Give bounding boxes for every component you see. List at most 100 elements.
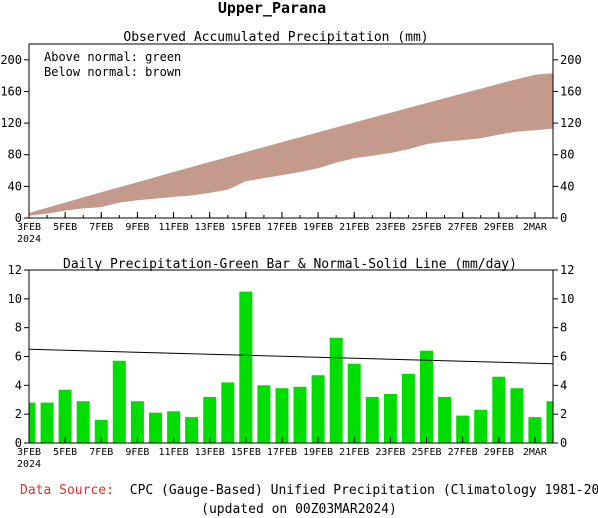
legend-note-below: Below normal: brown — [44, 65, 181, 79]
daily-bar — [76, 401, 90, 443]
x-tick-label: 7FEB — [89, 222, 113, 233]
daily-bar — [239, 291, 253, 443]
daily-bars-layer — [29, 291, 553, 443]
normal-precip-line — [28, 348, 554, 365]
daily-bar — [347, 363, 361, 443]
y-tick-label-left: 160 — [0, 84, 22, 98]
y-tick-label-right: 160 — [560, 84, 582, 98]
x-tick-label: 2MAR — [523, 447, 548, 458]
y-tick-label-left: 200 — [0, 53, 22, 67]
y-tick-label-left: 80 — [8, 148, 22, 162]
accumulated-axes: 0 0 40 40 80 80 120 120 160 160 200 200 3FEB 5FEB 7FEB… — [0, 53, 581, 245]
x-tick-label: 21FEB — [339, 222, 369, 233]
x-tick-label: 13FEB — [195, 222, 225, 233]
x-tick-label: 9FEB — [125, 447, 149, 458]
data-source-text: CPC (Gauge-Based) Unified Precipitation … — [130, 483, 598, 498]
y-tick-label-right: 12 — [560, 263, 574, 277]
x-tick-year: 2024 — [17, 459, 41, 470]
daily-plot-frame — [28, 269, 554, 444]
daily-bar — [40, 402, 54, 443]
y-tick-label-right: 4 — [560, 378, 567, 392]
daily-bar — [94, 419, 108, 443]
deficit-band — [29, 73, 553, 216]
y-tick-label-right: 80 — [560, 148, 574, 162]
x-tick-label: 19FEB — [303, 447, 333, 458]
x-tick-label: 27FEB — [448, 447, 478, 458]
x-tick-label: 15FEB — [231, 447, 261, 458]
daily-bar — [492, 376, 506, 443]
x-tick-label: 3FEB — [17, 447, 41, 458]
accumulated-plot-frame — [28, 43, 554, 219]
x-tick-label: 25FEB — [411, 447, 441, 458]
x-tick-label: 19FEB — [303, 222, 333, 233]
x-tick-label: 15FEB — [231, 222, 261, 233]
main-title: Upper_Parana — [218, 0, 326, 17]
x-tick-label: 11FEB — [158, 222, 188, 233]
x-tick-label: 25FEB — [411, 222, 441, 233]
normal-line-layer — [28, 348, 554, 365]
x-tick-label: 13FEB — [195, 447, 225, 458]
daily-chart-title: Daily Precipitation-Green Bar & Normal-S… — [63, 257, 517, 272]
daily-bar — [130, 401, 144, 443]
accumulated-band-layer — [29, 73, 553, 216]
y-tick-label-right: 10 — [560, 292, 574, 306]
y-tick-label-left: 6 — [15, 350, 22, 364]
x-tick-year: 2024 — [17, 234, 41, 245]
x-tick-label: 2MAR — [523, 222, 548, 233]
y-tick-label-left: 8 — [15, 321, 22, 335]
daily-precipitation-chart: Daily Precipitation-Green Bar & Normal-S… — [8, 257, 575, 470]
daily-bar — [203, 396, 217, 443]
accumulated-precipitation-chart: Observed Accumulated Precipitation (mm) … — [0, 30, 581, 245]
y-tick-label-right: 8 — [560, 321, 567, 335]
daily-bar — [311, 375, 325, 443]
y-tick-label-left: 40 — [8, 179, 22, 193]
x-tick-label: 27FEB — [448, 222, 478, 233]
y-tick-label-left: 12 — [8, 263, 22, 277]
daily-bar — [149, 412, 162, 443]
daily-bar — [365, 396, 379, 443]
y-tick-label-right: 0 — [560, 211, 567, 225]
daily-bar — [546, 401, 553, 443]
y-tick-label-left: 0 — [15, 436, 22, 450]
daily-bar — [29, 402, 36, 443]
daily-bar — [383, 394, 397, 443]
y-tick-label-right: 0 — [560, 436, 567, 450]
daily-bar — [474, 409, 488, 443]
daily-bar — [438, 396, 452, 443]
daily-bar — [510, 388, 524, 443]
daily-axes: 0 0 2 2 4 4 6 6 8 8 10 10 12 12 3FEB 5FEB 7FEB 9FEB 11FEB 1… — [8, 263, 575, 470]
legend-note-above: Above normal: green — [44, 50, 181, 64]
x-tick-label: 7FEB — [89, 447, 113, 458]
daily-bar — [221, 382, 235, 443]
updated-timestamp: (updated on 00Z03MAR2024) — [201, 502, 397, 517]
daily-bar — [329, 337, 343, 443]
daily-bar — [112, 360, 126, 443]
y-tick-label-right: 40 — [560, 179, 574, 193]
daily-bar — [420, 350, 433, 443]
x-tick-label: 23FEB — [375, 447, 405, 458]
data-source-line: Data Source: CPC (Gauge-Based) Unified P… — [20, 483, 598, 498]
daily-bar — [456, 415, 470, 443]
x-tick-label: 9FEB — [125, 222, 149, 233]
x-tick-label: 29FEB — [484, 447, 514, 458]
y-tick-label-left: 0 — [15, 211, 22, 225]
daily-bar — [401, 373, 415, 443]
y-tick-label-right: 200 — [560, 53, 582, 67]
accumulated-chart-title: Observed Accumulated Precipitation (mm) — [123, 30, 428, 45]
daily-bar — [275, 388, 289, 443]
x-tick-label: 11FEB — [158, 447, 188, 458]
daily-bar — [185, 417, 199, 443]
data-source-label: Data Source: — [20, 483, 114, 498]
daily-bar — [58, 389, 72, 443]
x-tick-label: 21FEB — [339, 447, 369, 458]
daily-bar — [293, 386, 307, 443]
x-tick-label: 5FEB — [53, 222, 77, 233]
y-tick-label-left: 10 — [8, 292, 22, 306]
x-tick-label: 5FEB — [53, 447, 77, 458]
y-tick-label-left: 120 — [0, 116, 22, 130]
y-tick-label-right: 2 — [560, 407, 567, 421]
x-tick-label: 17FEB — [267, 222, 297, 233]
x-tick-label: 29FEB — [484, 222, 514, 233]
daily-bar — [257, 385, 271, 443]
